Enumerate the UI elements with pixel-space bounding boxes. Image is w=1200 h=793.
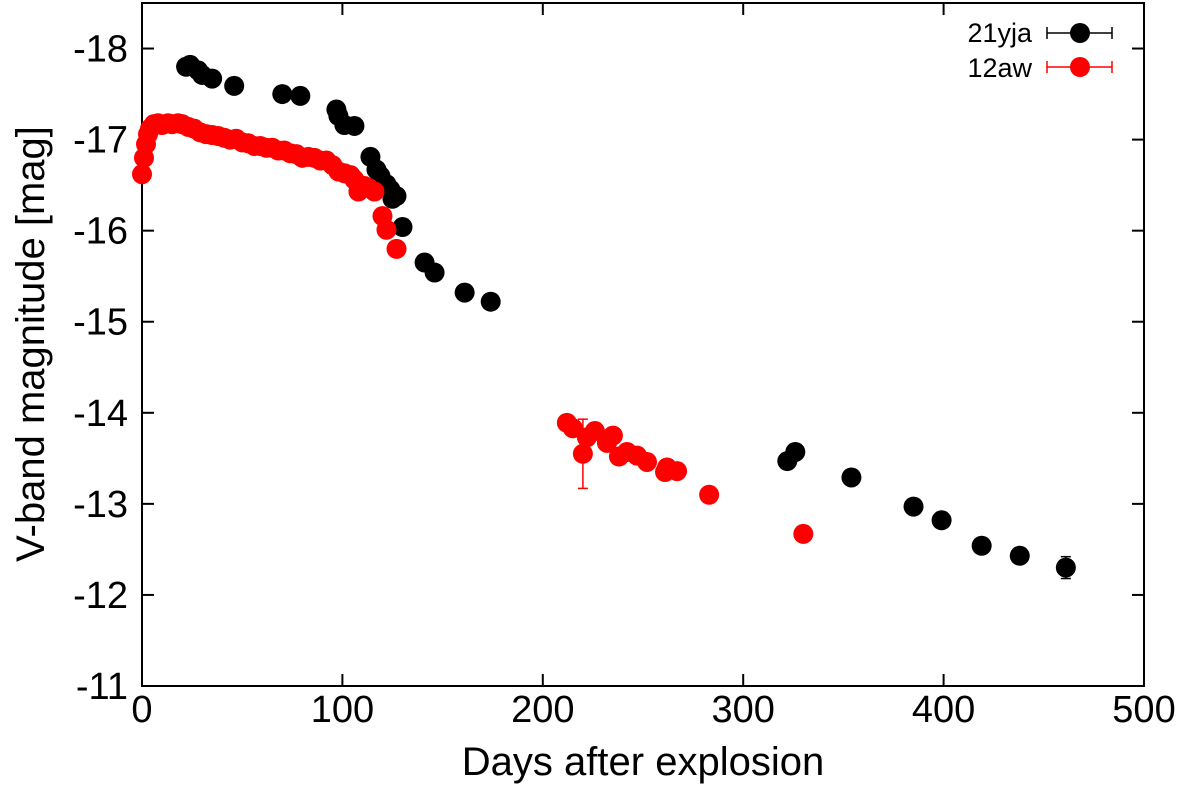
data-point-12aw bbox=[602, 425, 623, 446]
data-point-12aw bbox=[364, 181, 385, 202]
tick-labels: 0 100 200 300 400 500 -11 -12 -13 -14 -15 -16 -17 -18 bbox=[73, 29, 1176, 731]
data-point-21yja bbox=[971, 535, 992, 556]
legend-marker-21yja bbox=[1046, 23, 1113, 43]
data-point-21yja bbox=[392, 217, 413, 238]
data-point-21yja bbox=[1009, 545, 1030, 566]
axis-ticks bbox=[141, 3, 1145, 687]
data-point-21yja bbox=[424, 262, 445, 283]
data-point-21yja bbox=[903, 496, 924, 517]
data-point-12aw bbox=[699, 484, 720, 505]
x-tick-label: 400 bbox=[912, 689, 975, 731]
data-point-21yja bbox=[344, 115, 365, 136]
series-21yja bbox=[176, 54, 1076, 580]
legend: 21yja 12aw bbox=[967, 18, 1113, 83]
data-point-21yja bbox=[202, 68, 223, 89]
x-tick-label: 100 bbox=[311, 689, 374, 731]
series-layer bbox=[132, 54, 1076, 580]
y-tick-label: -16 bbox=[73, 211, 128, 253]
data-point-21yja bbox=[290, 85, 311, 106]
y-tick-label: -11 bbox=[76, 666, 128, 708]
x-tick-label: 200 bbox=[511, 689, 574, 731]
data-point-12aw bbox=[572, 443, 593, 464]
legend-label-21yja: 21yja bbox=[967, 18, 1033, 48]
data-point-12aw bbox=[376, 219, 397, 240]
y-tick-label: -15 bbox=[73, 302, 128, 344]
data-point-21yja bbox=[386, 186, 407, 207]
legend-dot bbox=[1070, 23, 1090, 43]
series-12aw bbox=[132, 113, 814, 544]
legend-marker-12aw bbox=[1046, 57, 1113, 77]
y-tick-label: -14 bbox=[73, 393, 128, 435]
data-point-21yja bbox=[480, 291, 501, 312]
legend-dot bbox=[1070, 57, 1090, 77]
x-tick-label: 300 bbox=[711, 689, 774, 731]
y-axis-title: V-band magnitude [mag] bbox=[9, 126, 53, 562]
data-point-12aw bbox=[386, 238, 407, 259]
data-point-12aw bbox=[637, 451, 658, 472]
data-point-21yja bbox=[841, 467, 862, 488]
data-point-21yja bbox=[931, 510, 952, 531]
x-axis-title: Days after explosion bbox=[462, 740, 824, 784]
data-point-12aw bbox=[132, 164, 152, 185]
x-tick-label: 500 bbox=[1112, 689, 1175, 731]
y-tick-label: -12 bbox=[73, 575, 128, 617]
data-point-21yja bbox=[785, 441, 806, 462]
data-point-21yja bbox=[1055, 557, 1076, 578]
y-tick-label: -17 bbox=[73, 120, 128, 162]
y-tick-label: -13 bbox=[73, 484, 128, 526]
data-point-12aw bbox=[667, 461, 688, 482]
data-point-12aw bbox=[793, 523, 814, 544]
plot-frame bbox=[141, 2, 1145, 687]
legend-label-12aw: 12aw bbox=[967, 53, 1032, 83]
data-point-21yja bbox=[454, 282, 475, 303]
data-point-21yja bbox=[272, 84, 293, 105]
data-point-21yja bbox=[224, 75, 245, 96]
x-tick-label: 0 bbox=[131, 689, 152, 731]
y-tick-label: -18 bbox=[73, 29, 128, 71]
